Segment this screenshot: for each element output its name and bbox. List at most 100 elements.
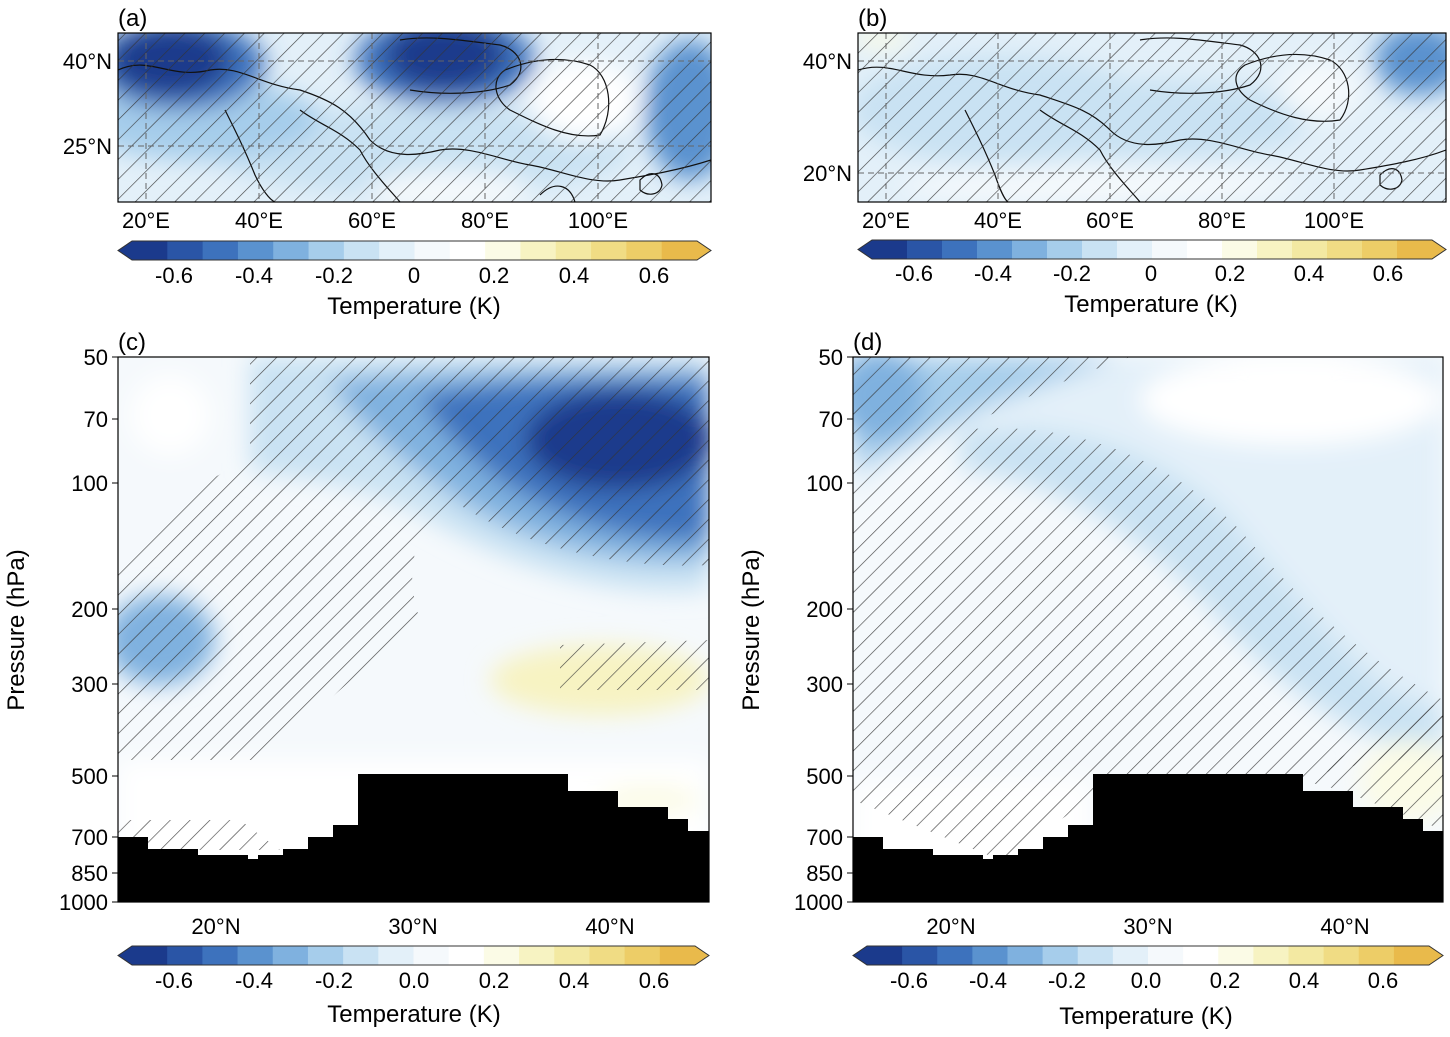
panel-a: (a) 20°E 40°E 60°E 80°E 100°E 40°N 25°N (63, 5, 712, 233)
colorbar-cell (1323, 946, 1360, 965)
colorbar-tick-label: -0.2 (1053, 261, 1091, 286)
colorbar-cell (1327, 240, 1363, 259)
colorbar-cell (942, 240, 978, 259)
colorbar-cell (167, 241, 204, 260)
panel-b: (b) 20°E 40°E 60°E 80°E 100°E 40°N 20°N (803, 5, 1447, 233)
colorbar-extend-high (1432, 240, 1446, 259)
panel-a-gridlines (118, 33, 711, 202)
colorbar-tick-label: -0.2 (1048, 968, 1086, 993)
x-tick-label: 30°N (388, 914, 437, 939)
colorbar-cell (132, 241, 168, 260)
colorbar-tick-label: -0.4 (235, 968, 273, 993)
colorbar-extend-low (858, 240, 872, 259)
colorbar-c: -0.6 -0.4 -0.2 0.0 0.2 0.4 0.6 Temperatu… (117, 945, 710, 1028)
colorbar-cell (1183, 946, 1219, 965)
colorbar-cell (414, 241, 451, 260)
colorbar-outline (117, 945, 710, 966)
colorbar-tick-label: 0.6 (639, 263, 670, 288)
colorbar-tick-label: -0.6 (155, 968, 193, 993)
y-tick-label: 100 (71, 471, 108, 496)
colorbar-cell (1253, 946, 1290, 965)
colorbar-a-cells (117, 240, 712, 261)
colorbar-cell (624, 946, 661, 965)
colorbar-cell (1152, 240, 1188, 259)
y-tick-label: 1000 (794, 890, 843, 915)
panel-c-x-ticks: 20°N 30°N 40°N (191, 914, 634, 939)
colorbar-d: -0.6 -0.4 -0.2 0.0 0.2 0.4 0.6 Temperatu… (852, 945, 1444, 1030)
x-tick-label: 40°N (1320, 914, 1369, 939)
colorbar-cell (1148, 946, 1184, 965)
colorbar-cell (972, 946, 1009, 965)
colorbar-cell (1042, 946, 1079, 965)
panel-d-significance-hatch (853, 357, 1443, 860)
colorbar-c-title: Temperature (K) (327, 1001, 500, 1028)
colorbar-extend-high (695, 946, 709, 965)
y-tick-label: 40°N (803, 49, 852, 74)
colorbar-tick-label: 0.4 (559, 263, 590, 288)
y-tick-label: 200 (806, 597, 843, 622)
colorbar-cell (520, 241, 557, 260)
colorbar-cell (1393, 946, 1430, 965)
colorbar-cell (343, 241, 380, 260)
y-tick-label: 300 (806, 672, 843, 697)
colorbar-outline (852, 945, 1444, 966)
x-tick-label: 40°E (974, 208, 1022, 233)
colorbar-cell (1187, 240, 1223, 259)
panel-d-topography-mask (853, 774, 1443, 902)
colorbar-tick-label: 0.2 (1215, 261, 1246, 286)
y-tick-label: 850 (806, 861, 843, 886)
y-tick-label: 300 (71, 672, 108, 697)
colorbar-cell (1012, 240, 1048, 259)
colorbar-a-ticks: -0.6 -0.4 -0.2 0 0.2 0.4 0.6 (155, 263, 669, 288)
y-tick-label: 100 (806, 471, 843, 496)
colorbar-cell (379, 241, 416, 260)
panel-b-x-ticks: 20°E 40°E 60°E 80°E 100°E (862, 208, 1364, 233)
panel-d-label: (d) (853, 329, 882, 356)
y-tick-label: 70 (819, 407, 843, 432)
colorbar-cell (555, 241, 592, 260)
colorbar-cell (1288, 946, 1325, 965)
colorbar-tick-label: 0.4 (1289, 968, 1320, 993)
x-tick-label: 80°E (1198, 208, 1246, 233)
panel-c-topography-mask (118, 774, 709, 902)
colorbar-b-cells (857, 239, 1447, 260)
y-tick-label: 70 (84, 407, 108, 432)
colorbar-cell (661, 241, 698, 260)
y-tick-label: 500 (806, 764, 843, 789)
x-tick-label: 20°N (191, 914, 240, 939)
colorbar-extend-low (118, 946, 132, 965)
x-tick-label: 40°N (585, 914, 634, 939)
y-tick-label: 700 (806, 825, 843, 850)
colorbar-d-ticks: -0.6 -0.4 -0.2 0.0 0.2 0.4 0.6 (890, 968, 1398, 993)
colorbar-extend-low (853, 946, 867, 965)
colorbar-tick-label: 0.0 (1131, 968, 1162, 993)
colorbar-cell (902, 946, 938, 965)
colorbar-a: -0.6 -0.4 -0.2 0 0.2 0.4 0.6 Temperature… (117, 240, 712, 320)
colorbar-tick-label: 0.4 (559, 968, 590, 993)
colorbar-cell (1047, 240, 1083, 259)
panel-b-gridlines (858, 33, 1446, 202)
colorbar-cell (1112, 946, 1149, 965)
colorbar-cell (378, 946, 415, 965)
colorbar-tick-label: 0.2 (479, 968, 510, 993)
panel-c-significance-hatch (118, 357, 709, 850)
colorbar-cell (872, 240, 908, 259)
colorbar-cell (1222, 240, 1258, 259)
colorbar-cell (659, 946, 696, 965)
x-tick-label: 60°E (1086, 208, 1134, 233)
colorbar-tick-label: -0.6 (890, 968, 928, 993)
colorbar-cell (1362, 240, 1398, 259)
colorbar-cell (937, 946, 973, 965)
colorbar-cell (448, 946, 485, 965)
colorbar-tick-label: -0.2 (315, 968, 353, 993)
colorbar-cell (977, 240, 1013, 259)
colorbar-tick-label: 0.4 (1294, 261, 1325, 286)
colorbar-a-title: Temperature (K) (327, 293, 500, 320)
colorbar-tick-label: -0.6 (895, 261, 933, 286)
colorbar-d-cells (852, 945, 1444, 966)
colorbar-tick-label: -0.4 (974, 261, 1012, 286)
y-tick-label: 850 (71, 861, 108, 886)
colorbar-cell (554, 946, 591, 965)
panel-d: (d) 50 70 100 200 300 500 700 850 1000 P… (738, 329, 1444, 939)
panel-c-y-ticks: 50 70 100 200 300 500 700 850 1000 (59, 345, 108, 915)
